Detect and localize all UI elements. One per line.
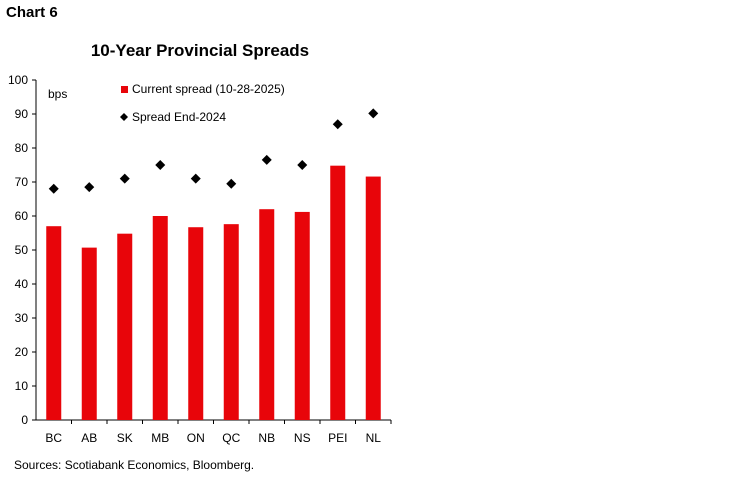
bar-nb [259, 209, 275, 420]
marker-sk [119, 173, 130, 184]
bar-ab [81, 247, 97, 420]
x-tick-label: NL [366, 431, 382, 445]
bar-mb [152, 216, 168, 420]
bar-sk [117, 233, 133, 420]
y-tick-label: 80 [15, 141, 29, 155]
y-tick-label: 50 [15, 243, 29, 257]
y-tick-label: 10 [15, 379, 29, 393]
x-tick-label: ON [187, 431, 205, 445]
marker-pei [332, 119, 343, 130]
legend-swatch-end-2024 [120, 113, 128, 121]
marker-qc [226, 178, 237, 189]
marker-bc [48, 183, 59, 194]
y-tick-label: 60 [15, 209, 29, 223]
x-tick-label: AB [81, 431, 97, 445]
y-tick-label: 90 [15, 107, 29, 121]
y-tick-label: 40 [15, 277, 29, 291]
chart-label: Chart 6 [6, 4, 58, 21]
source-note: Sources: Scotiabank Economics, Bloomberg… [14, 458, 255, 472]
legend-swatch-current [121, 86, 128, 93]
marker-nb [261, 154, 272, 165]
marker-ns [297, 160, 308, 170]
x-tick-label: MB [151, 431, 169, 445]
marker-mb [155, 160, 166, 170]
y-tick-label: 0 [21, 413, 28, 427]
bar-qc [223, 224, 239, 420]
x-tick-label: PEI [328, 431, 347, 445]
x-tick-label: SK [117, 431, 133, 445]
marker-ab [84, 182, 95, 193]
bar-on [188, 227, 204, 420]
y-tick-label: 30 [15, 311, 29, 325]
bar-ns [294, 211, 310, 420]
y-tick-label: 100 [8, 73, 28, 87]
x-tick-label: NS [294, 431, 311, 445]
bar-nl [365, 176, 381, 420]
marker-on [190, 173, 201, 184]
x-tick-label: NB [258, 431, 275, 445]
legend-label-end-2024: Spread End-2024 [132, 110, 226, 124]
y-tick-label: 20 [15, 345, 29, 359]
bar-pei [330, 165, 346, 420]
y-tick-label: 70 [15, 175, 29, 189]
bar-bc [46, 226, 62, 420]
x-tick-label: QC [222, 431, 240, 445]
legend-label-current: Current spread (10-28-2025) [132, 82, 285, 96]
x-tick-label: BC [45, 431, 62, 445]
marker-nl [368, 108, 379, 119]
y-axis-unit-label: bps [48, 87, 67, 101]
chart-title: 10-Year Provincial Spreads [91, 41, 309, 60]
